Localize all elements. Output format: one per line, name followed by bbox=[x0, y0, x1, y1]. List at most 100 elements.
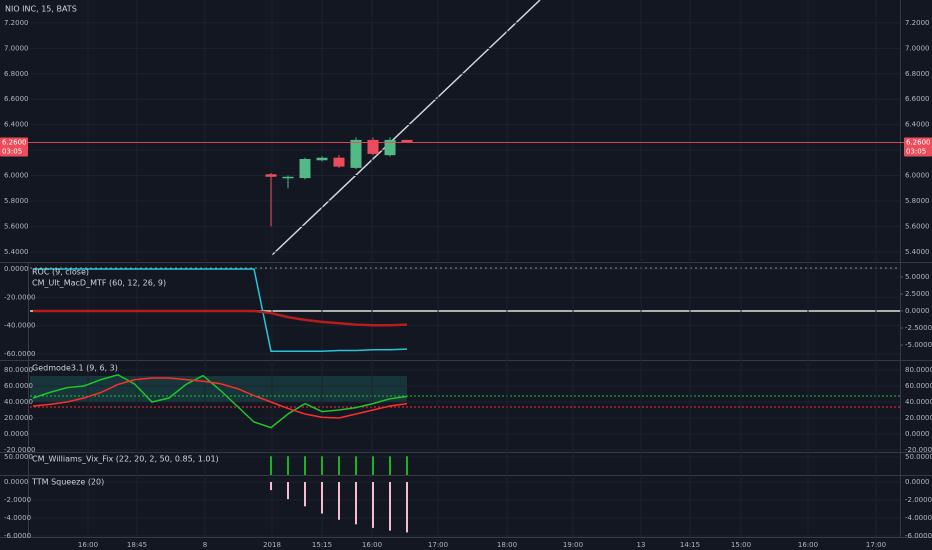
y-tick-label: 20.0000 bbox=[905, 414, 932, 422]
y-tick-label: 0.0000 bbox=[905, 430, 930, 438]
y-tick-label: 40.0000 bbox=[905, 398, 932, 406]
y-tick-label: 60.0000 bbox=[905, 382, 932, 390]
y-tick-label: 6.6000 bbox=[4, 95, 29, 103]
bar bbox=[304, 482, 306, 507]
legend-entry: ROC (9, close) bbox=[32, 268, 89, 277]
series-line bbox=[33, 268, 408, 352]
candle-body bbox=[367, 139, 379, 154]
candle-body bbox=[384, 139, 396, 156]
bar bbox=[270, 456, 272, 475]
bar bbox=[355, 482, 357, 525]
pane-title: Gedmode3.1 (9, 6, 3) bbox=[32, 364, 118, 373]
time-label: 15:00 bbox=[731, 541, 751, 549]
y-tick-label: 80.0000 bbox=[4, 366, 33, 374]
bar bbox=[372, 456, 374, 475]
y-tick-label: 6.8000 bbox=[905, 70, 930, 78]
bar bbox=[287, 482, 289, 500]
time-label: 16:00 bbox=[78, 541, 98, 549]
trend-line bbox=[271, 0, 541, 256]
time-label: 15:15 bbox=[312, 541, 332, 549]
y-tick-label: 50.0000 bbox=[905, 453, 932, 461]
candle-body bbox=[282, 176, 294, 179]
y-tick-label: 6.0000 bbox=[905, 172, 930, 180]
series-line bbox=[33, 309, 408, 327]
y-tick-label: 6.6000 bbox=[905, 95, 930, 103]
y-tick-label: 5.6000 bbox=[4, 222, 29, 230]
y-tick-label: 60.0000 bbox=[4, 382, 33, 390]
bar bbox=[389, 482, 391, 531]
bar bbox=[406, 482, 408, 533]
y-tick-label: 7.2000 bbox=[905, 19, 930, 27]
y-tick-label: -4.0000 bbox=[4, 514, 31, 522]
y-tick-label: 7.0000 bbox=[4, 44, 29, 52]
bar bbox=[270, 482, 272, 491]
y2-tick-label: -5.0000 bbox=[905, 341, 932, 349]
y-tick-label: 0.0000 bbox=[4, 478, 29, 486]
series-line bbox=[32, 377, 408, 419]
time-label: 2018 bbox=[263, 541, 281, 549]
y2-tick-label: -2.5000 bbox=[905, 324, 932, 332]
y-tick-label: 6.4000 bbox=[4, 121, 29, 129]
y-tick-label: 6.0000 bbox=[4, 172, 29, 180]
y-tick-label: 5.6000 bbox=[905, 222, 930, 230]
y2-tick-label: 5.0000 bbox=[905, 273, 930, 281]
time-label: 13 bbox=[637, 541, 646, 549]
countdown-label: 03:05 bbox=[2, 147, 22, 155]
legend-entry: CM_Ult_MacD_MTF (60, 12, 26, 9) bbox=[32, 279, 166, 288]
bar bbox=[338, 482, 340, 520]
y-tick-label: 6.4000 bbox=[905, 121, 930, 129]
y-tick-label: 40.0000 bbox=[4, 398, 33, 406]
y-tick-label: -60.0000 bbox=[4, 350, 35, 358]
bar bbox=[389, 456, 391, 475]
candle-body bbox=[350, 139, 362, 168]
y-tick-label: 0.0000 bbox=[4, 430, 29, 438]
y-tick-label: -2.0000 bbox=[4, 496, 31, 504]
price-tag bbox=[904, 137, 932, 157]
y-tick-label: -20.0000 bbox=[4, 446, 35, 454]
y-tick-label: 7.0000 bbox=[905, 44, 930, 52]
chart-title: NIO INC, 15, BATS bbox=[5, 5, 77, 14]
candle-body bbox=[299, 158, 311, 179]
time-label: 16:00 bbox=[362, 541, 382, 549]
candle-body bbox=[333, 157, 345, 167]
price-tag-label: 6.2600 bbox=[906, 138, 931, 146]
time-label: 19:00 bbox=[563, 541, 583, 549]
y-tick-label: 7.2000 bbox=[4, 19, 29, 27]
bar bbox=[321, 456, 323, 475]
price-tag bbox=[0, 137, 28, 157]
y2-tick-label: 0.0000 bbox=[905, 307, 930, 315]
y-tick-label: -20.0000 bbox=[4, 293, 35, 301]
candle-body bbox=[401, 139, 413, 143]
pane-title: TTM Squeeze (20) bbox=[31, 478, 104, 487]
bar bbox=[338, 456, 340, 475]
y-tick-label: -6.0000 bbox=[4, 532, 31, 540]
y-tick-label: -6.0000 bbox=[905, 532, 932, 540]
y-tick-label: -40.0000 bbox=[4, 322, 35, 330]
y-tick-label: 5.4000 bbox=[4, 248, 29, 256]
y-tick-label: 5.4000 bbox=[905, 248, 930, 256]
y-tick-label: -2.0000 bbox=[905, 496, 932, 504]
price-tag-label: 6.2600 bbox=[2, 138, 27, 146]
y-tick-label: 5.8000 bbox=[4, 197, 29, 205]
time-label: 17:00 bbox=[866, 541, 886, 549]
time-label: 8 bbox=[203, 541, 207, 549]
y-tick-label: -4.0000 bbox=[905, 514, 932, 522]
bar bbox=[304, 456, 306, 475]
bar bbox=[406, 456, 408, 475]
y-tick-label: 20.0000 bbox=[4, 414, 33, 422]
y2-tick-label: 2.5000 bbox=[905, 290, 930, 298]
bar bbox=[355, 456, 357, 475]
y-tick-label: 0.0000 bbox=[905, 478, 930, 486]
candle-body bbox=[265, 174, 277, 177]
countdown-label: 03:05 bbox=[906, 147, 926, 155]
bar bbox=[287, 456, 289, 475]
time-label: 17:00 bbox=[428, 541, 448, 549]
pane-title: CM_Williams_Vix_Fix (22, 20, 2, 50, 0.85… bbox=[32, 455, 219, 464]
y-tick-label: -20.0000 bbox=[905, 446, 932, 454]
series-line bbox=[32, 373, 408, 429]
time-label: 14:15 bbox=[680, 541, 700, 549]
y-tick-label: 80.0000 bbox=[905, 366, 932, 374]
y-tick-label: 6.8000 bbox=[4, 70, 29, 78]
bar bbox=[372, 482, 374, 528]
